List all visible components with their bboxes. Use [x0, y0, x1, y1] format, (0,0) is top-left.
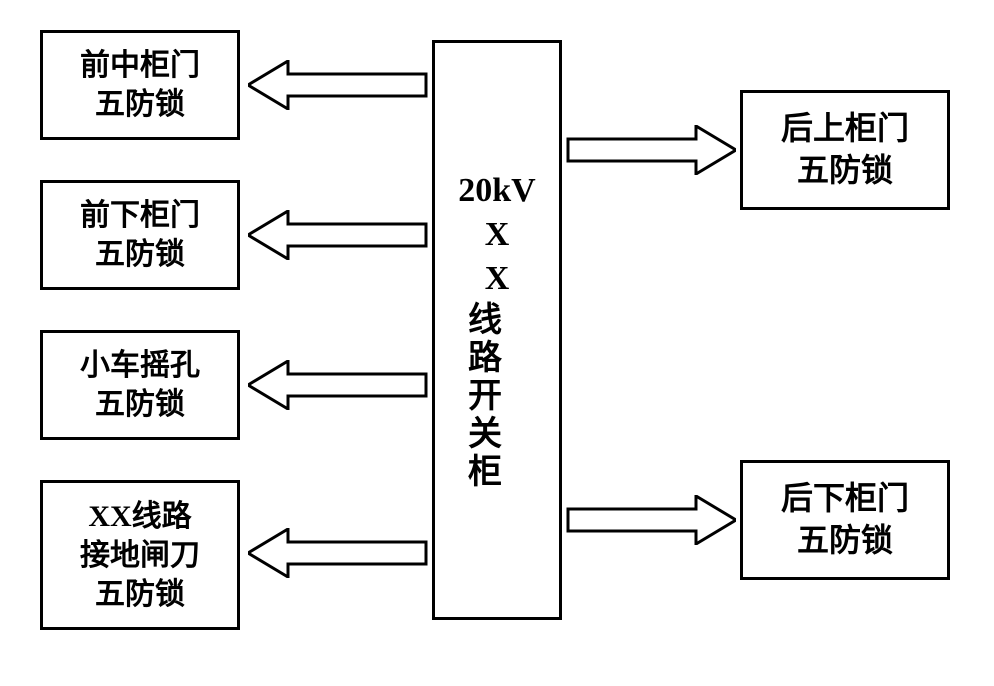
- center-switch-cabinet: 20kV X X 线路开关柜: [432, 40, 562, 620]
- box-label: 小车摇孔 五防锁: [80, 346, 200, 424]
- rear-lower-door-lock: 后下柜门 五防锁: [740, 460, 950, 580]
- box-line2: 五防锁: [797, 522, 893, 558]
- center-line3: X: [458, 257, 535, 301]
- arrow-left-4: [248, 528, 428, 578]
- front-mid-door-lock: 前中柜门 五防锁: [40, 30, 240, 140]
- arrow-left-2: [248, 210, 428, 260]
- box-line3: 五防锁: [95, 578, 185, 611]
- box-line2: 五防锁: [95, 388, 185, 421]
- arrow-right-1: [566, 125, 736, 175]
- box-line1: 后上柜门: [781, 110, 909, 146]
- arrow-right-2: [566, 495, 736, 545]
- box-line2: 五防锁: [95, 88, 185, 121]
- center-vertical: 线路开关柜: [458, 301, 502, 491]
- center-line1: 20kV: [458, 169, 535, 213]
- box-line1: 后下柜门: [781, 480, 909, 516]
- arrow-left-3: [248, 360, 428, 410]
- box-label: 后上柜门 五防锁: [781, 108, 909, 191]
- box-line1: 小车摇孔: [80, 349, 200, 382]
- box-line2: 接地闸刀: [80, 539, 200, 572]
- box-label: XX线路 接地闸刀 五防锁: [80, 497, 200, 614]
- front-lower-door-lock: 前下柜门 五防锁: [40, 180, 240, 290]
- center-line2: X: [458, 213, 535, 257]
- box-line1: XX线路: [88, 500, 191, 533]
- ground-knife-lock: XX线路 接地闸刀 五防锁: [40, 480, 240, 630]
- box-line2: 五防锁: [797, 152, 893, 188]
- box-label: 后下柜门 五防锁: [781, 478, 909, 561]
- rear-upper-door-lock: 后上柜门 五防锁: [740, 90, 950, 210]
- arrow-left-1: [248, 60, 428, 110]
- center-label: 20kV X X 线路开关柜: [458, 169, 535, 492]
- cart-hole-lock: 小车摇孔 五防锁: [40, 330, 240, 440]
- box-line1: 前下柜门: [80, 199, 200, 232]
- box-line1: 前中柜门: [80, 49, 200, 82]
- box-label: 前中柜门 五防锁: [80, 46, 200, 124]
- box-label: 前下柜门 五防锁: [80, 196, 200, 274]
- box-line2: 五防锁: [95, 238, 185, 271]
